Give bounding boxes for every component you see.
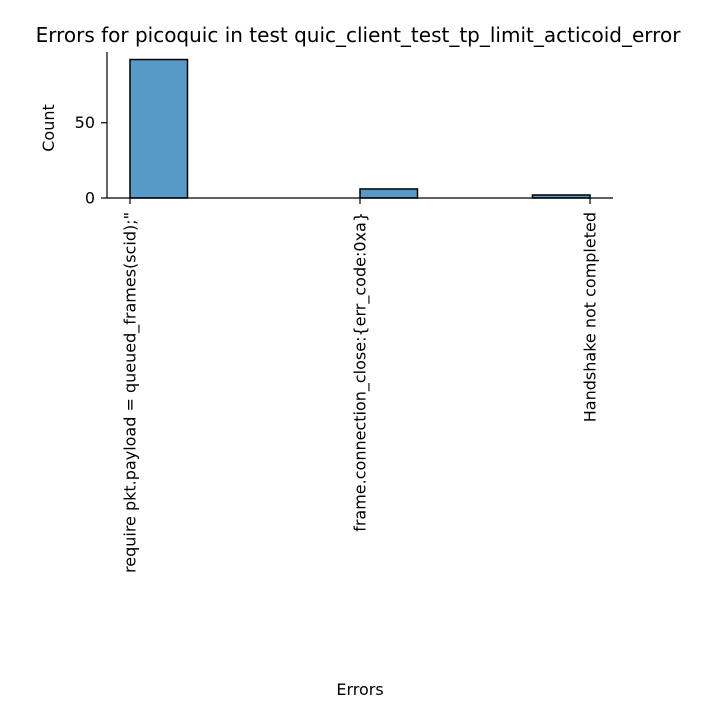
y-tick-label-0: 0 [85,189,95,208]
bars-group [129,58,591,199]
y-axis-label: Count [39,104,58,152]
chart-title: Errors for picoquic in test quic_client_… [36,23,682,47]
x-axis-label: Errors [336,680,383,699]
bar-1 [359,188,419,199]
bar-0 [129,58,189,199]
x-tick-label-0: require pkt.payload = queued_frames(scid… [121,212,141,573]
y-tick-label-1: 50 [75,113,95,132]
x-axis-ticks: require pkt.payload = queued_frames(scid… [121,198,600,573]
x-tick-label-1: frame.connection_close:{err_code:0xa} [351,212,371,532]
x-tick-label-2: Handshake not completed [581,212,600,422]
y-axis-ticks: 0 50 [75,113,107,208]
